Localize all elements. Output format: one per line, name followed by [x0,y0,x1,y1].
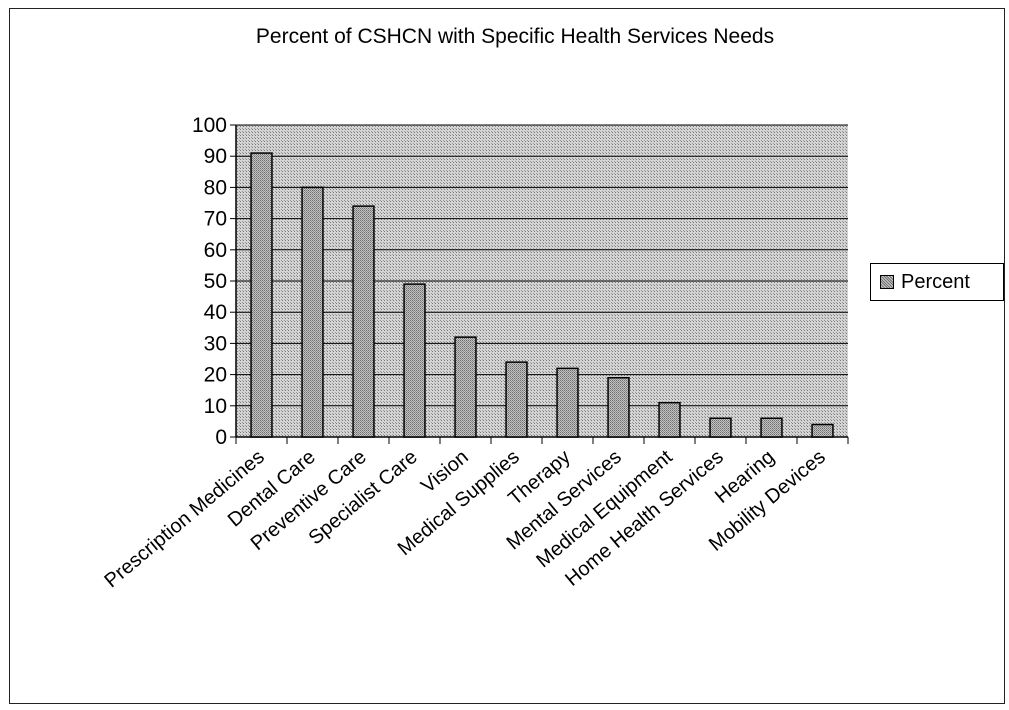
bar [505,361,528,438]
bar [301,186,324,438]
legend-label: Percent [901,270,970,293]
bar [760,417,783,438]
chart-title: Percent of CSHCN with Specific Health Se… [255,25,775,48]
y-tick-label: 10 [204,395,227,418]
y-tick-label: 70 [204,208,227,231]
bar [607,376,630,438]
bar [403,283,426,438]
bar [454,336,477,438]
legend-swatch [880,275,894,289]
bar [709,417,732,438]
y-tick-label: 0 [215,426,227,449]
y-tick-label: 40 [204,301,227,324]
bar [556,367,579,438]
y-tick-label: 80 [204,176,227,199]
legend: Percent [870,263,1004,301]
y-tick-label: 60 [204,239,227,262]
bar [811,423,834,438]
y-tick-label: 90 [204,145,227,168]
y-tick-label: 30 [204,332,227,355]
bar [352,205,375,438]
y-tick-label: 50 [204,270,227,293]
y-tick-label: 100 [192,114,227,137]
bar [250,152,273,438]
y-tick-label: 20 [204,364,227,387]
bar [658,401,681,438]
